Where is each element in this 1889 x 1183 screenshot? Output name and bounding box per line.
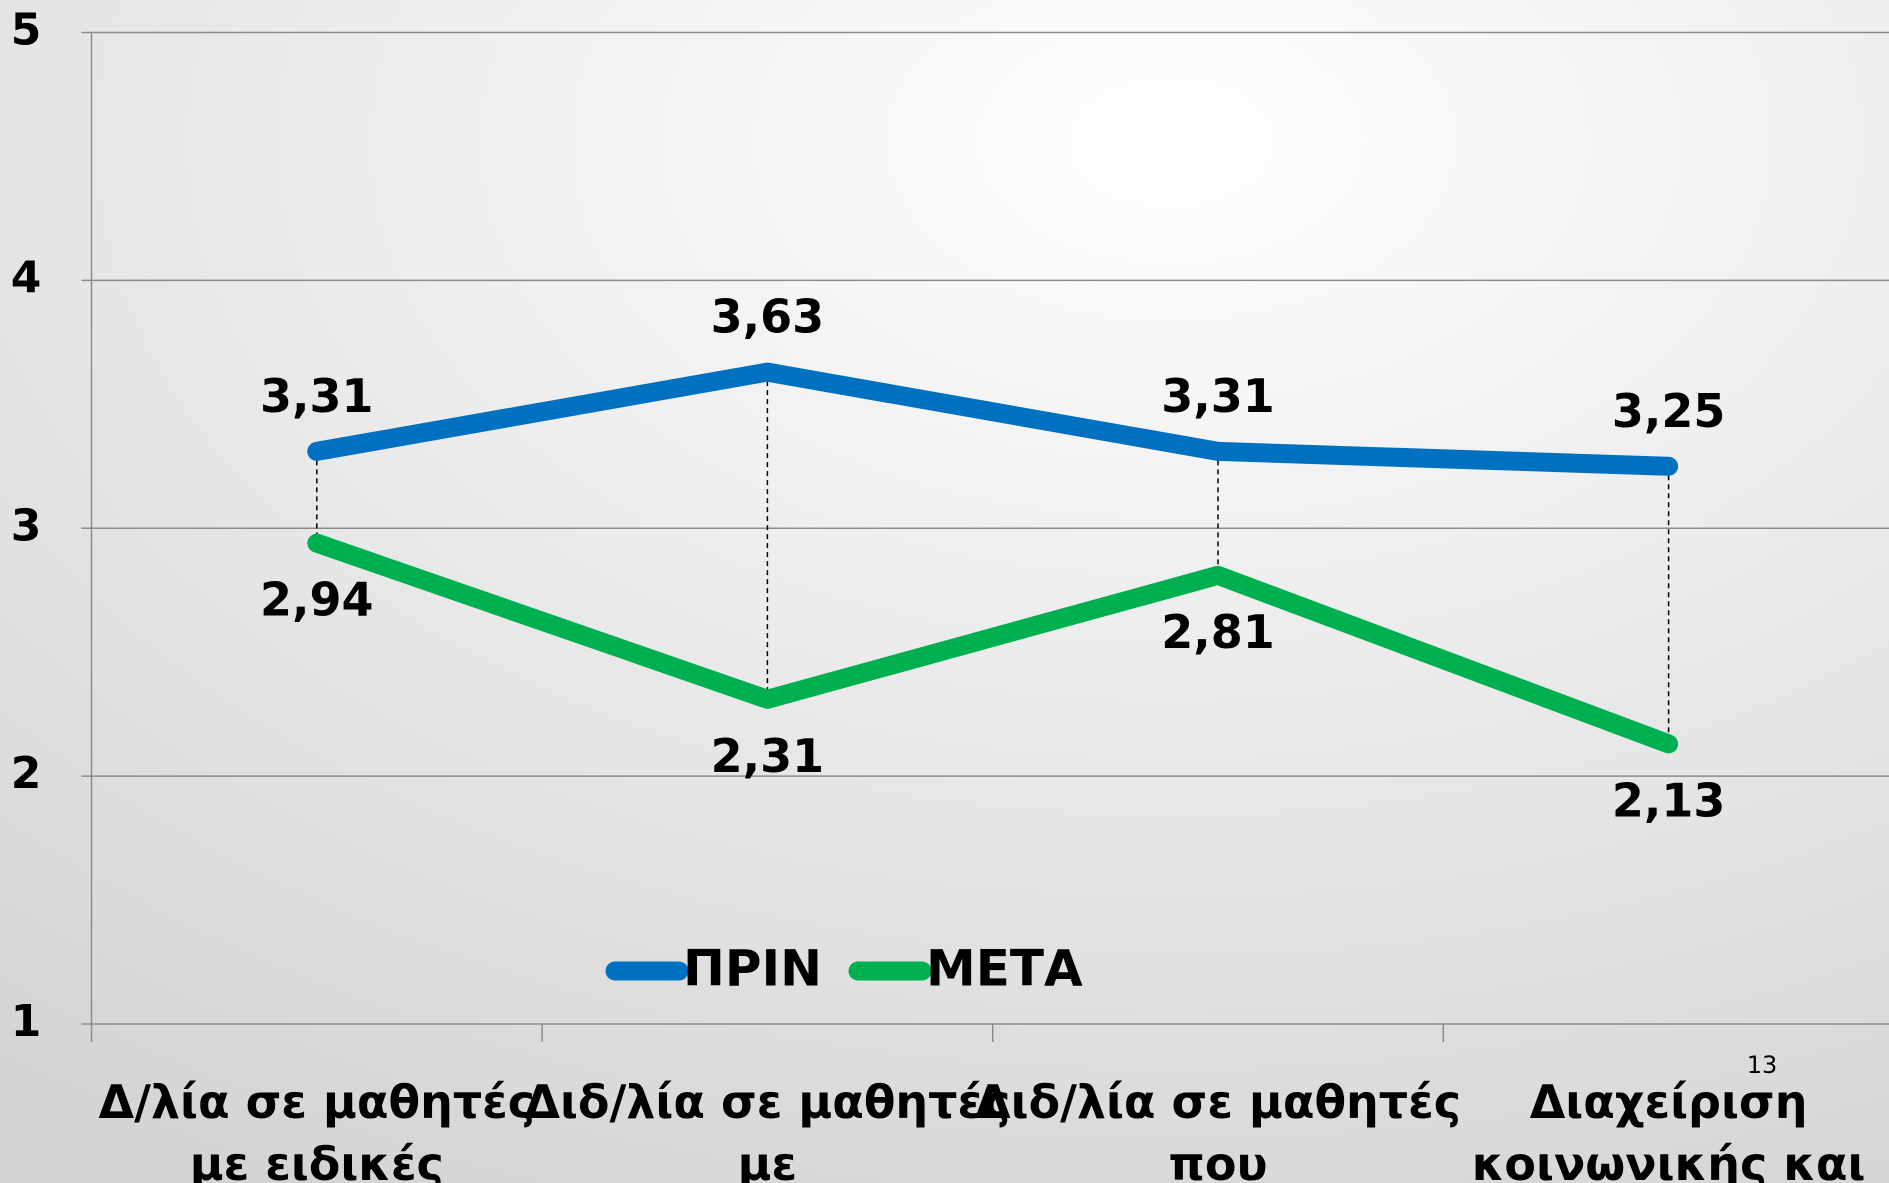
y-tick-label: 5 xyxy=(11,5,42,56)
data-label: 2,94 xyxy=(260,573,374,627)
data-label: 3,63 xyxy=(711,290,825,344)
x-tick-label-line: Διδ/λία σε μαθητές xyxy=(524,1075,1010,1129)
y-tick-label: 3 xyxy=(11,500,42,551)
data-label: 2,31 xyxy=(711,729,825,783)
y-tick-label: 4 xyxy=(11,252,42,303)
x-tick-label: Διδ/λία σε μαθητές με xyxy=(524,1075,1010,1183)
x-tick-label-line: κοινωνικής και xyxy=(1472,1137,1866,1183)
data-label: 2,13 xyxy=(1612,773,1726,827)
legend-label: ΠΡΙΝ xyxy=(683,940,822,998)
y-tick-label: 2 xyxy=(11,748,42,799)
y-tick-label: 1 xyxy=(11,996,42,1047)
x-tick-label-line: Δ/λία σε μαθητές xyxy=(99,1075,536,1129)
data-label: 3,31 xyxy=(1161,369,1275,423)
x-tick-label: Διαχείριση κοινωνικής και xyxy=(1472,1075,1866,1183)
series-line xyxy=(307,362,1679,476)
data-label: 3,31 xyxy=(260,369,374,423)
x-tick-label-line: που xyxy=(1168,1137,1267,1183)
x-tick-label: Διδ/λία σε μαθητές που xyxy=(975,1075,1461,1183)
data-label: 3,25 xyxy=(1612,384,1726,438)
series-line xyxy=(307,533,1679,754)
x-tick-label-line: με xyxy=(738,1137,797,1183)
x-tick-label-line: με ειδικές xyxy=(190,1137,444,1183)
data-label: 2,81 xyxy=(1161,605,1275,659)
x-tick-label-line: Διαχείριση xyxy=(1530,1075,1808,1129)
legend-label: ΜΕΤΑ xyxy=(926,940,1083,998)
x-tick-label: Δ/λία σε μαθητές με ειδικές xyxy=(99,1075,536,1183)
slide-number: 13 xyxy=(1747,1051,1778,1079)
x-tick-label-line: Διδ/λία σε μαθητές xyxy=(975,1075,1461,1129)
